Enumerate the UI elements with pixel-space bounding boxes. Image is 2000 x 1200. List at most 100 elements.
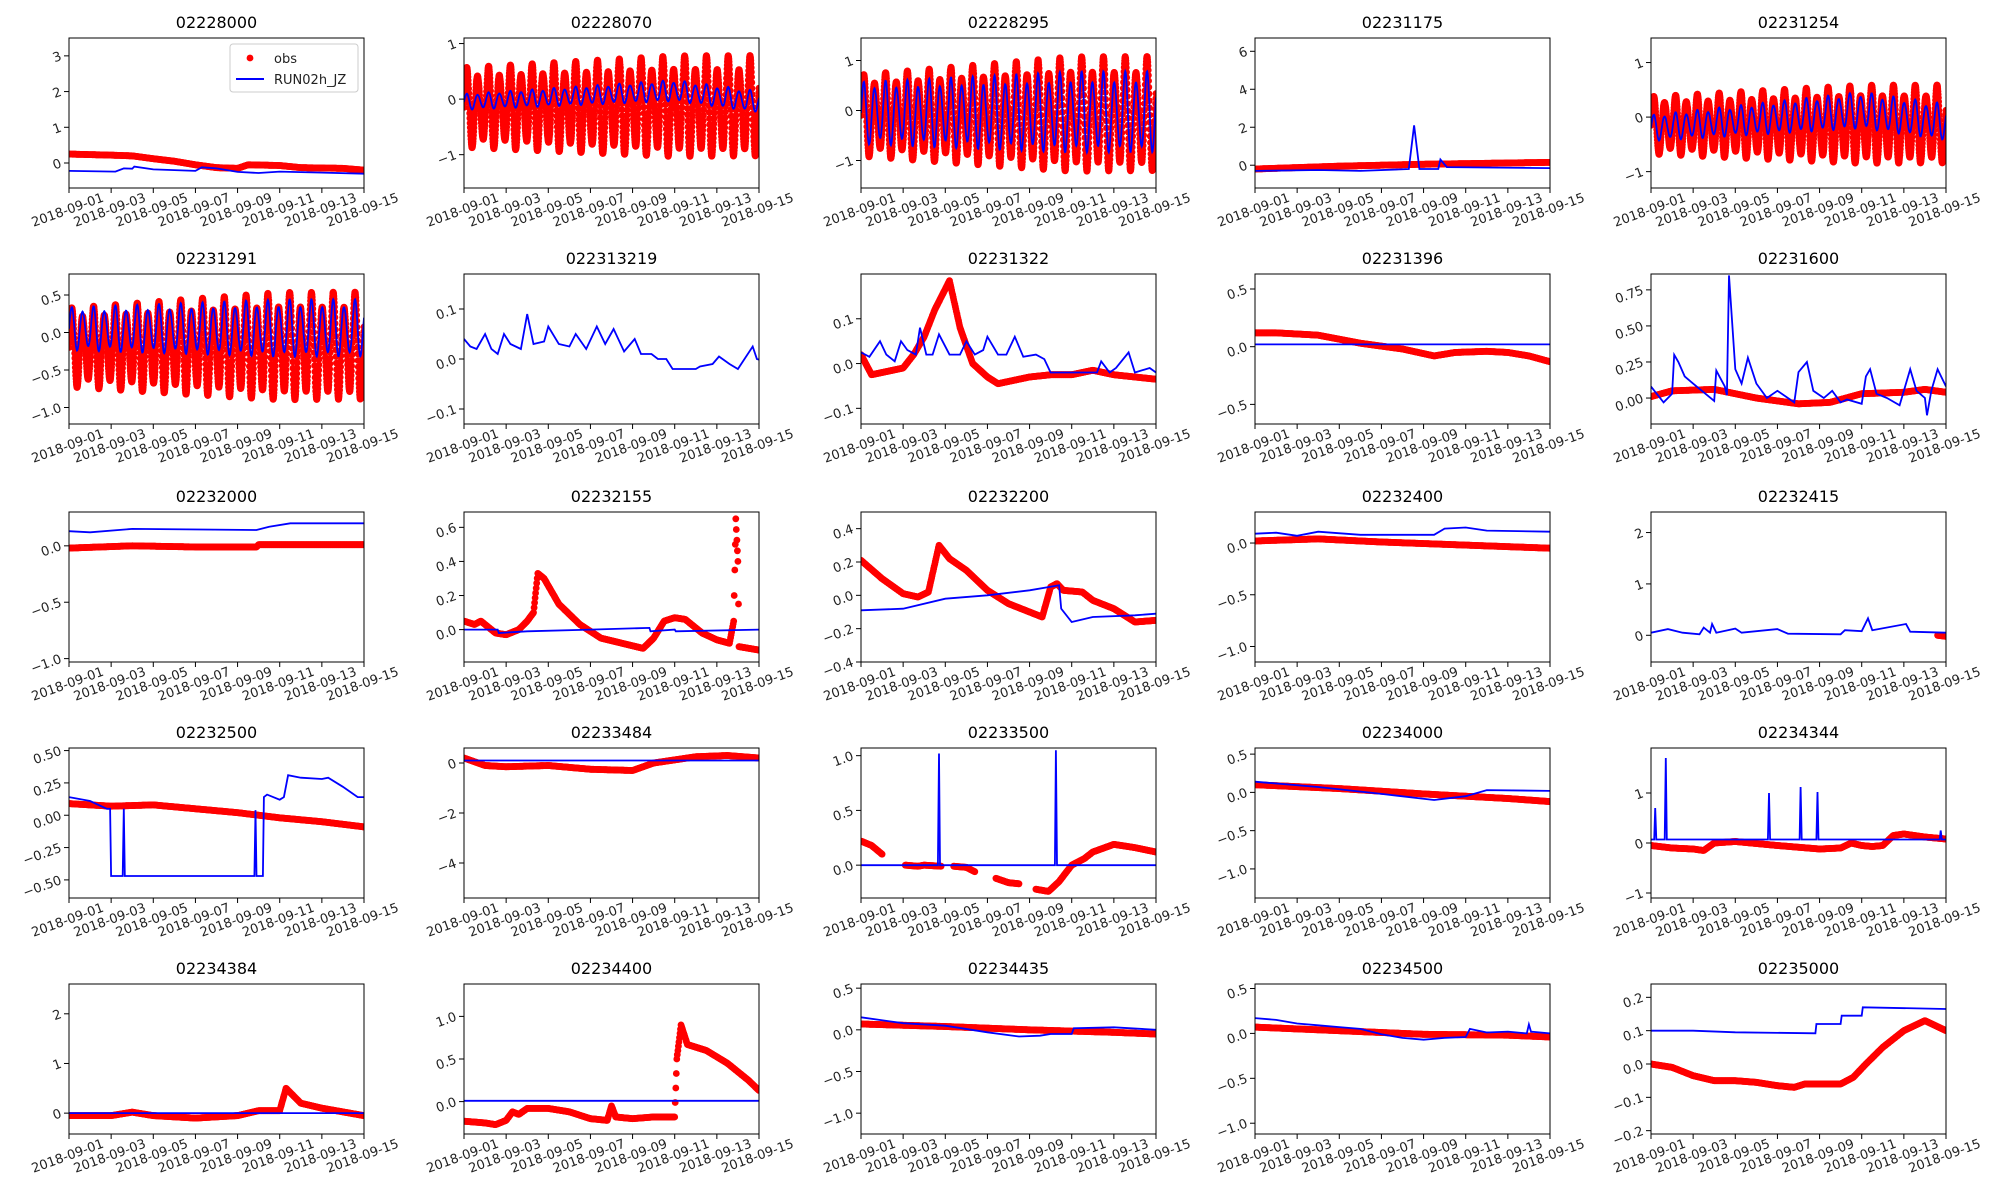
obs-point (612, 108, 620, 115)
obs-point (617, 72, 625, 80)
subplot-02228295: 02228295−1012018-09-012018-09-032018-09-… (822, 13, 1193, 231)
obs-point (678, 115, 685, 122)
subplot-title: 02228295 (968, 13, 1049, 32)
obs-point (531, 109, 539, 117)
obs-point (721, 124, 729, 131)
subplot-02228000: 0222800001232018-09-012018-09-032018-09-… (30, 13, 401, 231)
obs-point (688, 118, 696, 126)
obs-point (743, 126, 750, 133)
obs-point (547, 106, 555, 114)
obs-point (656, 101, 664, 109)
y-tick-label: −1 (833, 154, 856, 175)
obs-point (662, 101, 669, 108)
obs-point (666, 131, 674, 139)
obs-point (755, 84, 759, 92)
obs-point (575, 104, 582, 112)
obs-point (748, 79, 756, 86)
obs-point (700, 111, 707, 119)
obs-point (525, 105, 533, 112)
obs-point (601, 114, 609, 122)
model-line (1255, 125, 1550, 172)
subplot-title: 02228070 (571, 13, 652, 32)
obs-point (689, 102, 697, 110)
obs-point (612, 113, 620, 121)
obs-series (464, 52, 759, 160)
obs-point (645, 119, 652, 126)
obs-point (688, 128, 696, 136)
obs-point (640, 103, 648, 111)
obs-point (634, 115, 642, 123)
obs-point (743, 110, 751, 118)
obs-point (688, 133, 695, 141)
obs-point (602, 109, 609, 117)
obs-point (596, 108, 604, 116)
obs-point (617, 77, 625, 85)
obs-point (678, 109, 686, 117)
obs-point (579, 117, 587, 125)
obs-point (699, 117, 707, 124)
legend-label-obs: obs (274, 52, 297, 67)
obs-point (1152, 90, 1156, 97)
obs-point (753, 124, 759, 131)
obs-point (726, 70, 734, 78)
obs-point (700, 106, 707, 114)
obs-point (569, 109, 577, 116)
obs-point (754, 119, 759, 126)
obs-point (699, 122, 707, 130)
obs-point (645, 124, 652, 131)
obs-point (662, 107, 670, 115)
model-line (861, 68, 1156, 156)
obs-point (645, 108, 653, 116)
obs-point (666, 126, 674, 134)
axes-frame (1254, 37, 1551, 189)
obs-point (602, 104, 609, 112)
obs-point (656, 107, 664, 115)
obs-point (623, 116, 631, 124)
obs-point (732, 111, 740, 119)
obs-point (678, 104, 686, 111)
obs-point (601, 119, 609, 127)
obs-point (667, 116, 674, 123)
subplot-02228070: 02228070−1012018-09-012018-09-032018-09-… (425, 13, 796, 231)
obs-point (574, 77, 581, 85)
obs-point (530, 82, 538, 90)
obs-point (656, 117, 663, 125)
obs-point (580, 112, 587, 120)
y-tick-label: 2 (51, 85, 64, 102)
obs-point (558, 110, 566, 118)
y-tick-label: 1 (843, 54, 856, 71)
obs-point (634, 105, 642, 112)
obs-point (704, 67, 712, 75)
obs-point (634, 110, 642, 118)
obs-series (861, 53, 1156, 175)
obs-point (623, 106, 631, 114)
obs-point (689, 107, 696, 115)
obs-point (645, 113, 653, 121)
obs-point (639, 74, 647, 82)
obs-point (553, 107, 561, 114)
obs-point (552, 80, 560, 87)
axes-frame (68, 37, 365, 189)
plot-area (464, 52, 759, 160)
obs-point (684, 105, 691, 112)
obs-point (618, 106, 626, 113)
obs-point (732, 127, 739, 134)
subplot-title: 02231254 (1758, 13, 1839, 32)
plot-area (1255, 125, 1550, 173)
obs-point (710, 130, 717, 138)
y-tick-label: −1 (436, 148, 459, 169)
obs-series (69, 150, 364, 174)
obs-point (677, 124, 685, 132)
obs-point (677, 120, 685, 127)
obs-point (710, 125, 718, 133)
obs-point (682, 74, 690, 82)
obs-point (743, 116, 751, 124)
obs-point (721, 108, 729, 116)
obs-point (558, 115, 565, 122)
axes-frame (463, 37, 760, 189)
obs-point (689, 113, 696, 120)
obs-point (623, 126, 630, 134)
obs-point (591, 106, 598, 113)
obs-point (726, 75, 734, 83)
